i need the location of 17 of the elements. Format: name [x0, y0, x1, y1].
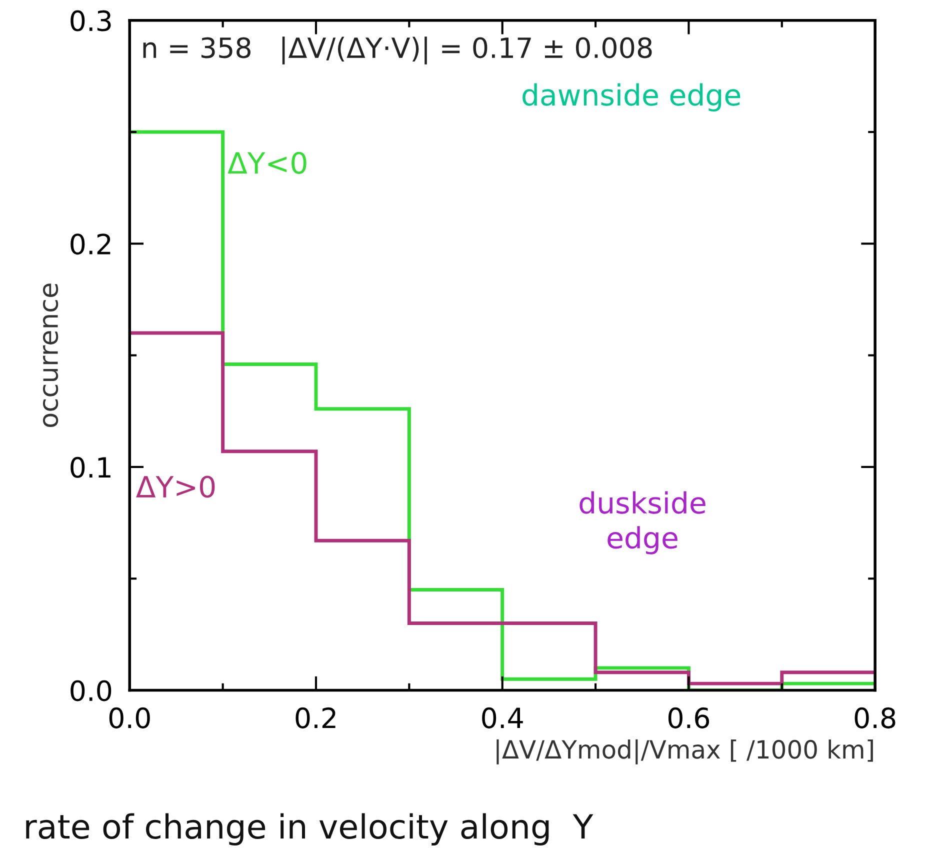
x-tick-label: 0.0: [109, 707, 150, 728]
annotation: dawnside edge: [522, 83, 740, 112]
x-tick-label: 0.6: [668, 707, 710, 728]
annotation: n = 358 |ΔV/(ΔY·V)| = 0.17 ± 0.008: [143, 36, 652, 64]
y-tick-label: 0.0: [70, 680, 112, 702]
x-tick-label: 0.4: [482, 707, 523, 728]
series-label: ΔY>0: [136, 476, 215, 498]
text: rate of change in velocity along Y: [26, 813, 594, 846]
y-tick-label: 0.3: [70, 10, 111, 32]
x-tick-label: 0.2: [296, 707, 336, 728]
series-label: ΔY<0: [228, 152, 306, 174]
x-axis-title: |ΔV/ΔYmod|/Vmax [ /1000 km]: [496, 739, 873, 764]
y-tick-label: 0.2: [70, 234, 110, 255]
x-tick-label: 0.8: [854, 707, 896, 728]
y-axis-title: occurrence: [42, 284, 58, 427]
y-tick-label: 0.1: [70, 456, 110, 478]
annotation: duskside edge: [580, 491, 706, 554]
